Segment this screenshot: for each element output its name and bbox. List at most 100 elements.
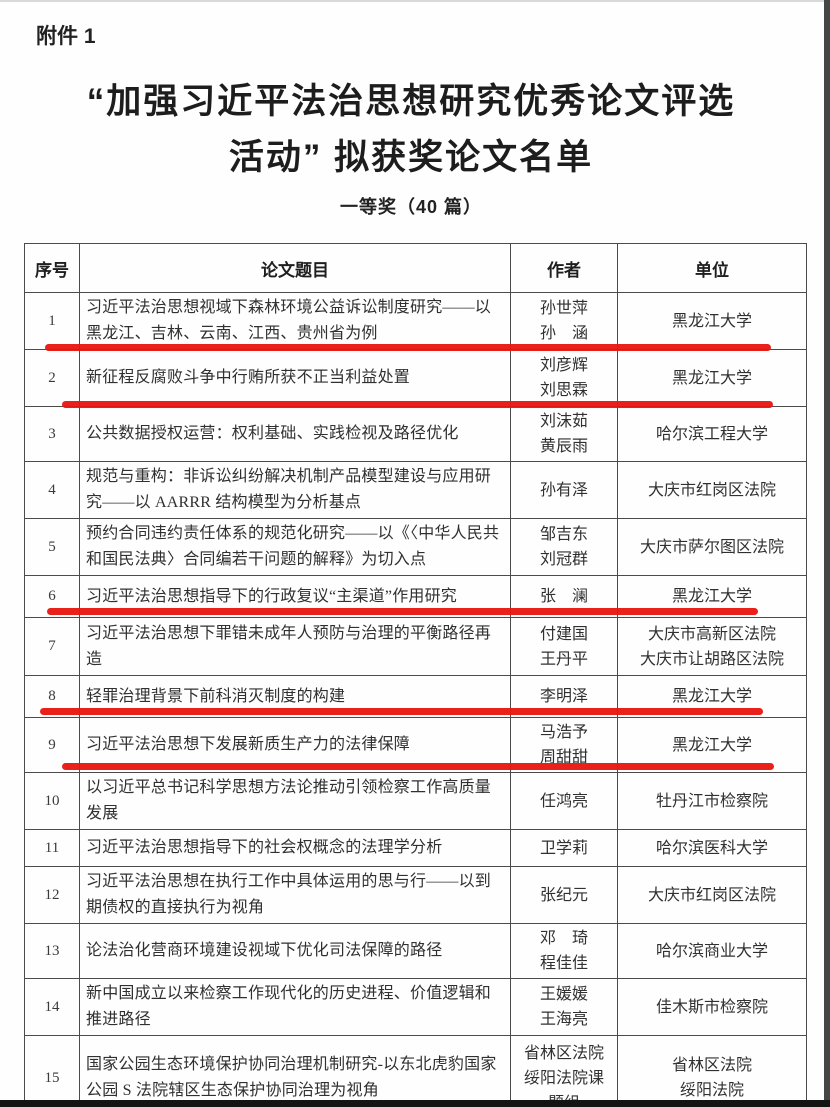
cell-authors: 任鸿亮 (510, 772, 618, 830)
author-name: 刘冠群 (539, 551, 588, 568)
author-name: 周甜甜 (539, 749, 588, 766)
unit-name: 大庆市红岗区法院 (647, 481, 776, 499)
author-name: 孙 涵 (539, 325, 588, 342)
cell-unit: 大庆市红岗区法院 (617, 461, 807, 519)
cell-paper-title: 以习近平总书记科学思想方法论推动引领检察工作高质量发展 (79, 772, 511, 830)
unit-name: 哈尔滨商业大学 (655, 942, 768, 960)
cell-paper-title: 习近平法治思想下罪错未成年人预防与治理的平衡路径再造 (79, 617, 511, 676)
cell-paper-title: 论法治化营商环境建设视域下优化司法保障的路径 (79, 923, 511, 979)
cell-paper-title: 国家公园生态环境保护协同治理机制研究-以东北虎豹国家公园 S 法院辖区生态保护协… (79, 1035, 511, 1100)
author-name: 王媛媛 (539, 986, 588, 1003)
author-name: 张 澜 (539, 588, 588, 605)
cell-row-number: 12 (24, 866, 80, 924)
cell-unit: 牡丹江市检察院 (617, 772, 807, 830)
table-row: 2 新征程反腐败斗争中行贿所获不正当利益处置 刘彦辉刘思霖 黑龙江大学 (24, 349, 807, 407)
author-name: 张纪元 (539, 886, 588, 904)
table-row: 5 预约合同违约责任体系的规范化研究——以《〈中华人民共和国民法典〉合同编若干问题… (24, 518, 807, 576)
author-name: 卫学莉 (539, 839, 588, 857)
author-name: 省林区法院 (523, 1044, 604, 1062)
header-authors: 作者 (510, 243, 618, 293)
cell-unit: 哈尔滨商业大学 (617, 923, 807, 979)
header-no: 序号 (24, 243, 80, 293)
unit-name: 大庆市红岗区法院 (647, 886, 776, 904)
cell-unit: 佳木斯市检察院 (617, 978, 807, 1036)
unit-name: 大庆市高新区法院 (647, 625, 776, 643)
table-row: 10 以习近平总书记科学思想方法论推动引领检察工作高质量发展 任鸿亮 牡丹江市检察院 (24, 772, 807, 830)
unit-name: 省林区法院 (671, 1057, 752, 1074)
cell-unit: 大庆市高新区法院 大庆市让胡路区法院 (617, 617, 807, 676)
table-row: 7 习近平法治思想下罪错未成年人预防与治理的平衡路径再造 付建国 王丹平 大庆市高新区法… (24, 617, 807, 676)
cell-unit: 黑龙江大学 (617, 349, 807, 407)
document-title-line2: 活动” 拟获奖论文名单 (228, 138, 594, 177)
table-row: 12 习近平法治思想在执行工作中具体运用的思与行——以到期债权的直接执行为视角 张纪… (24, 866, 807, 924)
author-name: 李明泽 (539, 688, 588, 705)
scan-edge-bottom (0, 1100, 830, 1107)
cell-paper-title: 预约合同违约责任体系的规范化研究——以《〈中华人民共和国民法典〉合同编若干问题的… (79, 518, 511, 576)
red-marker-underline (62, 763, 774, 770)
unit-name: 黑龙江大学 (671, 588, 752, 605)
unit-name: 绥阳法院 (679, 1082, 744, 1099)
cell-paper-title: 规范与重构：非诉讼纠纷解决机制产品模型建设与应用研究——以 AARRR 结构模型… (79, 461, 511, 519)
red-marker-underline (45, 344, 771, 351)
cell-authors: 邓 琦程佳佳 (510, 923, 618, 979)
unit-name: 牡丹江市检察院 (655, 792, 768, 810)
author-name: 刘彦辉 (539, 357, 588, 374)
author-name: 付建国 (539, 625, 588, 643)
papers-table-body: 1 习近平法治思想视域下森林环境公益诉讼制度研究——以黑龙江、吉林、云南、江西、贵… (24, 292, 807, 1101)
table-header-row: 序号 论文题目 作者 单位 (24, 243, 807, 293)
cell-unit: 黑龙江大学 (617, 292, 807, 350)
prize-level-subtitle: 一等奖（40 篇） (339, 197, 483, 217)
cell-paper-title: 新征程反腐败斗争中行贿所获不正当利益处置 (79, 349, 511, 407)
cell-authors: 省林区法院绥阳法院课题组 (510, 1035, 618, 1101)
cell-authors: 王媛媛 王海亮 (510, 978, 618, 1036)
header-title: 论文题目 (79, 243, 511, 293)
author-name: 马浩予 (539, 724, 588, 741)
cell-authors: 邹吉东 刘冠群 (510, 518, 618, 576)
cell-row-number: 10 (24, 772, 80, 830)
author-name: 刘思霖 (539, 382, 588, 399)
cell-unit: 黑龙江大学 (617, 675, 807, 718)
award-table-container: 序号 论文题目 作者 单位 1 习近平法治思想视域下森林环境公益诉讼制度研究——以… (24, 243, 808, 1100)
unit-name: 大庆市让胡路区法院 (639, 650, 784, 668)
cell-unit: 哈尔滨医科大学 (617, 829, 807, 867)
table-row: 1 习近平法治思想视域下森林环境公益诉讼制度研究——以黑龙江、吉林、云南、江西、贵… (24, 292, 807, 350)
table-row: 15 国家公园生态环境保护协同治理机制研究-以东北虎豹国家公园 S 法院辖区生态保… (24, 1035, 807, 1101)
cell-authors: 刘沫茹 黄辰雨 (510, 406, 618, 462)
unit-name: 大庆市萨尔图区法院 (639, 538, 784, 556)
cell-row-number: 7 (24, 617, 80, 676)
cell-row-number: 2 (24, 349, 80, 407)
scan-edge-top (0, 0, 830, 2)
author-name: 任鸿亮 (539, 792, 588, 810)
unit-name: 哈尔滨医科大学 (655, 839, 768, 857)
cell-paper-title: 习近平法治思想视域下森林环境公益诉讼制度研究——以黑龙江、吉林、云南、江西、贵州… (79, 292, 511, 350)
cell-row-number: 4 (24, 461, 80, 519)
unit-name: 黑龙江大学 (671, 688, 752, 705)
cell-authors: 付建国 王丹平 (510, 617, 618, 676)
cell-row-number: 1 (24, 292, 80, 350)
cell-unit: 省林区法院 绥阳法院 (617, 1035, 807, 1100)
cell-authors: 孙世萍孙 涵 (510, 292, 618, 350)
author-name: 黄辰雨 (539, 438, 588, 455)
table-row: 14 新中国成立以来检察工作现代化的历史进程、价值逻辑和推进路径 王媛媛 王海亮 佳木斯… (24, 978, 807, 1036)
cell-row-number: 13 (24, 923, 80, 979)
table-row: 13 论法治化营商环境建设视域下优化司法保障的路径邓 琦程佳佳 哈尔滨商业大学 (24, 923, 807, 979)
award-papers-table: 序号 论文题目 作者 单位 1 习近平法治思想视域下森林环境公益诉讼制度研究——以… (24, 243, 807, 1100)
cell-authors: 张纪元 (510, 866, 618, 924)
author-name: 题组 (517, 1091, 611, 1101)
document-title-line1: “加强习近平法治思想研究优秀论文评选 (86, 82, 736, 121)
author-name: 邓 琦 (539, 930, 588, 947)
author-name: 孙有泽 (539, 481, 588, 499)
unit-name: 黑龙江大学 (671, 312, 752, 330)
cell-row-number: 11 (24, 829, 80, 867)
header-unit: 单位 (617, 243, 807, 293)
unit-name: 黑龙江大学 (671, 369, 752, 387)
red-marker-underline (47, 608, 758, 615)
scan-edge-right (824, 0, 830, 1107)
attachment-label: 附件 1 (36, 25, 96, 48)
cell-row-number: 3 (24, 406, 80, 462)
author-name: 孙世萍 (539, 300, 588, 317)
cell-row-number: 15 (24, 1035, 80, 1100)
author-name: 程佳佳 (539, 955, 588, 972)
table-row: 11 习近平法治思想指导下的社会权概念的法理学分析 卫学莉 哈尔滨医科大学 (24, 829, 807, 867)
cell-paper-title: 习近平法治思想在执行工作中具体运用的思与行——以到期债权的直接执行为视角 (79, 866, 511, 924)
